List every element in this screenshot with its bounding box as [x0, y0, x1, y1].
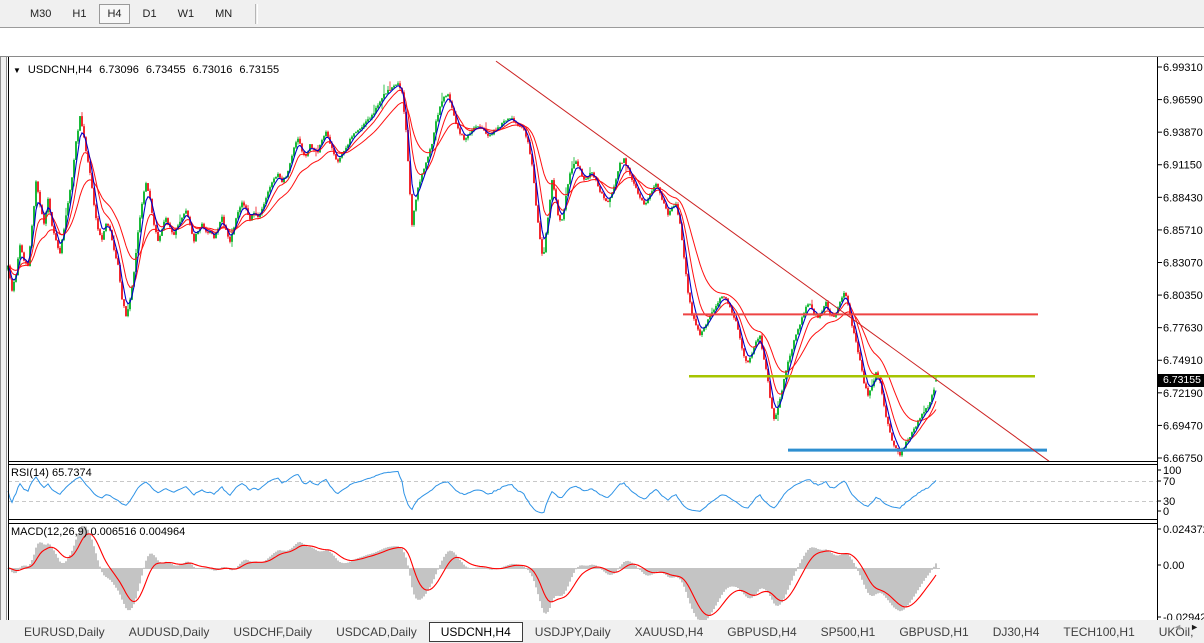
symbol-name: USDCNH,H4	[27, 64, 93, 76]
price-axis-label: 6.91150	[1163, 160, 1202, 172]
price-axis-label: 6.66750	[1163, 453, 1203, 465]
chart-canvas: 6.99310 6.96590 6.93870 6.91150 6.88430 6.857…	[0, 56, 1204, 643]
tab-ukoil[interactable]: UKOil,	[1158, 624, 1194, 639]
tab-sp500-h1[interactable]: SP500,H1	[820, 624, 876, 639]
tab-xauusd-h4[interactable]: XAUUSD,H4	[634, 624, 704, 639]
macd-signal-line	[7, 533, 937, 616]
price-axis-label: 6.83070	[1163, 257, 1203, 269]
symbol-dropdown-icon[interactable]: ▼	[13, 65, 21, 75]
timeframe-toolbar: M30 H1 H4 D1 W1 MN	[0, 0, 1204, 28]
ma-slow-red	[7, 101, 937, 422]
tab-scroll-left-icon[interactable]: ◄	[1173, 622, 1183, 632]
ohlc-open: 6.73096	[99, 64, 139, 76]
price-axis-label: 6.72190	[1163, 388, 1203, 400]
price-axis-label: 6.77630	[1163, 323, 1203, 335]
tab-scroll-arrows: ◄ ►	[1173, 622, 1199, 632]
ma-blue	[7, 84, 937, 450]
timeframe-button-mn[interactable]: MN	[215, 7, 233, 20]
rsi-axis-label: 0	[1163, 506, 1169, 518]
tab-eurusd-daily[interactable]: EURUSD,Daily	[24, 624, 105, 639]
rsi-axis-label: 30	[1163, 496, 1175, 508]
macd-histogram	[7, 526, 937, 623]
tab-usdcad-daily[interactable]: USDCAD,Daily	[336, 624, 417, 639]
candlestick-series	[7, 80, 937, 457]
tab-tech100-h1[interactable]: TECH100,H1	[1063, 624, 1135, 639]
rsi-axis-label: 70	[1163, 476, 1175, 488]
tab-gbpusd-h4[interactable]: GBPUSD,H4	[727, 624, 797, 639]
timeframe-button-w1[interactable]: W1	[177, 7, 195, 20]
price-axis-label: 6.69470	[1163, 420, 1203, 432]
symbol-ohlc-line: ▼ USDCNH,H4 6.73096 6.73455 6.73016 6.73…	[13, 64, 279, 76]
rsi-line	[7, 470, 937, 514]
price-axis-label: 6.88430	[1163, 192, 1203, 204]
tab-gbpusd-h1[interactable]: GBPUSD,H1	[899, 624, 969, 639]
descending-trendline[interactable]	[495, 60, 1050, 462]
tab-usdchf-daily[interactable]: USDCHF,Daily	[233, 624, 313, 639]
rsi-axis-label: 100	[1163, 465, 1181, 477]
tab-usdcnh-h4[interactable]: USDCNH,H4	[428, 621, 523, 642]
chart-window: 6.99310 6.96590 6.93870 6.91150 6.88430 6.857…	[0, 28, 1204, 643]
tab-audusd-daily[interactable]: AUDUSD,Daily	[128, 624, 210, 639]
current-price-tag: 6.73155	[1158, 374, 1204, 387]
price-axis-label: 6.80350	[1163, 290, 1203, 302]
ma-fast-red	[7, 89, 937, 441]
timeframe-button-d1[interactable]: D1	[142, 7, 157, 20]
chart-tab-bar: EURUSD,Daily AUDUSD,Daily USDCHF,Daily USDC…	[0, 620, 1204, 643]
timeframe-button-m30[interactable]: M30	[30, 7, 52, 20]
tab-usdjpy-daily[interactable]: USDJPY,Daily	[534, 624, 611, 639]
ohlc-close: 6.73155	[239, 64, 280, 76]
ohlc-high: 6.73455	[145, 64, 186, 76]
price-axis-label: 6.74910	[1163, 355, 1203, 367]
macd-label: MACD(12,26,9) 0.006516 0.004964	[11, 526, 186, 538]
rsi-label: RSI(14) 65.7374	[11, 467, 92, 479]
tab-dj30-h4[interactable]: DJ30,H4	[992, 624, 1040, 639]
price-axis-label: 6.85710	[1163, 225, 1203, 237]
macd-axis-label: 0.00	[1163, 560, 1184, 572]
timeframe-button-h4[interactable]: H4	[99, 3, 130, 24]
price-axis-label: 6.99310	[1163, 62, 1203, 74]
toolbar-separator	[255, 3, 259, 24]
ohlc-low: 6.73016	[192, 64, 233, 76]
macd-axis-label: 0.024372	[1163, 524, 1204, 536]
tab-scroll-right-icon[interactable]: ►	[1190, 622, 1199, 632]
price-axis-label: 6.96590	[1163, 95, 1203, 107]
timeframe-button-h1[interactable]: H1	[72, 7, 87, 20]
price-axis-label: 6.93870	[1163, 127, 1203, 139]
window-left-gutter	[1, 57, 6, 643]
